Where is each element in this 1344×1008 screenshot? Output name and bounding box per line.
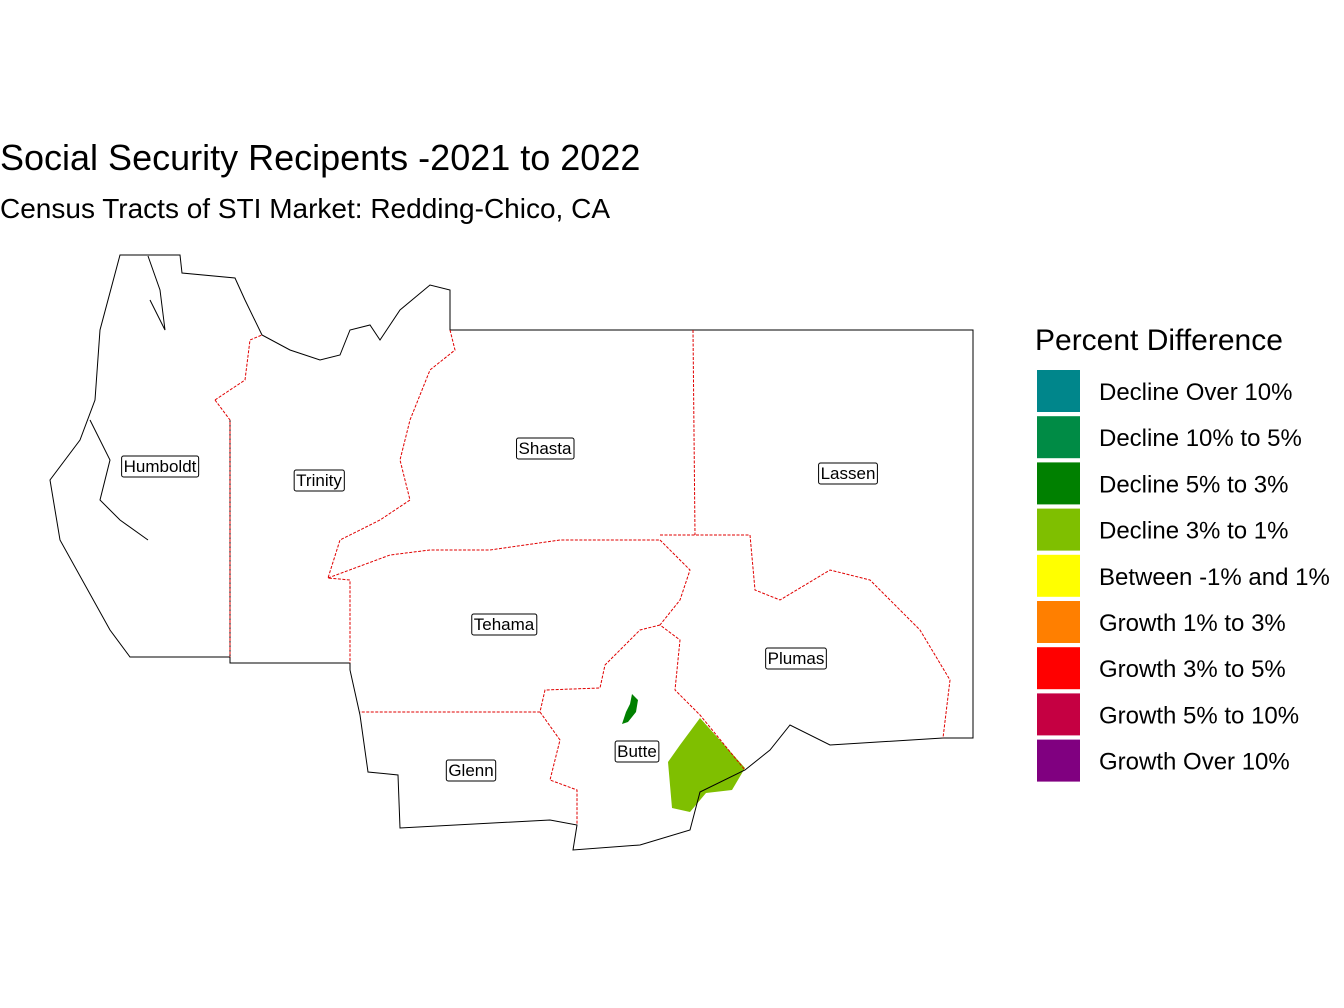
county-label: Lassen xyxy=(821,464,876,483)
county-border xyxy=(692,329,696,536)
county-label-box xyxy=(445,759,497,782)
county-label-box xyxy=(765,647,827,670)
county-border xyxy=(327,329,456,663)
legend-label: Decline 5% to 3% xyxy=(1099,471,1288,498)
legend-title: Percent Difference xyxy=(1035,324,1283,357)
legend-swatch xyxy=(1037,416,1080,459)
county-label: Plumas xyxy=(768,649,825,668)
map-title: Social Security Recipents -2021 to 2022 xyxy=(0,137,640,178)
county-label-box xyxy=(516,437,575,460)
market-outline xyxy=(49,254,974,851)
legend-label: Growth Over 10% xyxy=(1099,749,1290,776)
county-border xyxy=(539,711,578,825)
county-label-box xyxy=(471,613,538,636)
legend-swatch xyxy=(1037,693,1080,736)
tract-fill xyxy=(622,694,745,812)
legend-label: Decline 10% to 5% xyxy=(1099,425,1302,452)
county-label: Humboldt xyxy=(124,457,197,476)
legend-label: Decline Over 10% xyxy=(1099,379,1292,406)
tract xyxy=(622,694,638,724)
legend-label: Decline 3% to 1% xyxy=(1099,518,1288,545)
county-label-box xyxy=(121,455,200,478)
county-label: Trinity xyxy=(296,471,342,490)
county-label-box xyxy=(818,462,878,485)
county-border xyxy=(327,539,660,579)
county-label: Butte xyxy=(617,742,657,761)
county-border xyxy=(360,624,661,713)
tract xyxy=(668,718,745,812)
legend-label: Growth 3% to 5% xyxy=(1099,656,1286,683)
river xyxy=(147,255,166,331)
legend-label: Between -1% and 1% xyxy=(1099,564,1330,591)
county-border xyxy=(214,334,263,657)
legend-swatch xyxy=(1037,508,1080,551)
legend-label: Growth 1% to 3% xyxy=(1099,610,1286,637)
county-border xyxy=(660,534,951,739)
legend-swatch xyxy=(1037,370,1080,412)
county-label-box xyxy=(614,740,660,763)
county-borders xyxy=(214,329,951,825)
map-subtitle: Census Tracts of STI Market: Redding-Chi… xyxy=(0,193,610,224)
county-label: Glenn xyxy=(448,761,493,780)
county-label: Shasta xyxy=(519,439,572,458)
legend-swatch xyxy=(1037,554,1080,597)
legend-swatch xyxy=(1037,647,1080,690)
legend-swatch xyxy=(1037,739,1080,782)
county-label-box xyxy=(293,469,345,492)
legend-swatch xyxy=(1037,462,1080,505)
county-border xyxy=(659,539,746,771)
legend-label: Growth 5% to 10% xyxy=(1099,702,1299,729)
legend-swatch xyxy=(1037,601,1080,643)
coastline xyxy=(89,419,149,541)
county-label: Tehama xyxy=(474,615,535,634)
